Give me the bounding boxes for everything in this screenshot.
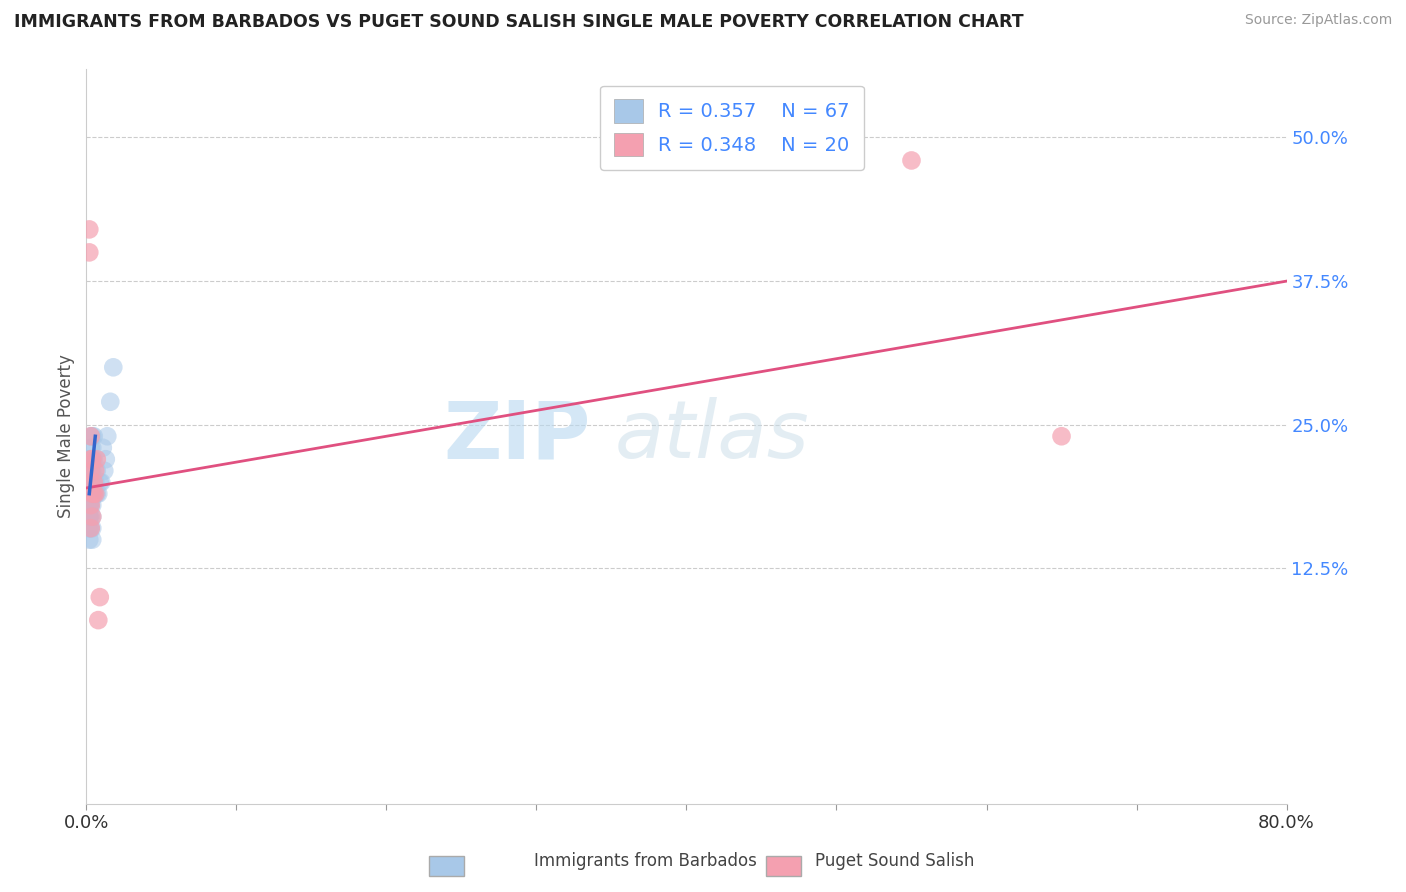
Point bbox=[80, 464, 103, 478]
Point bbox=[79, 486, 101, 500]
Point bbox=[80, 475, 103, 490]
Point bbox=[84, 475, 107, 490]
Point bbox=[90, 475, 112, 490]
Point bbox=[79, 509, 101, 524]
Point bbox=[80, 498, 103, 512]
Point bbox=[80, 475, 103, 490]
Point bbox=[80, 452, 103, 467]
Point bbox=[86, 452, 108, 467]
Point bbox=[1050, 429, 1073, 443]
Text: Immigrants from Barbados: Immigrants from Barbados bbox=[534, 852, 758, 870]
Point bbox=[84, 486, 107, 500]
Legend: R = 0.357    N = 67, R = 0.348    N = 20: R = 0.357 N = 67, R = 0.348 N = 20 bbox=[600, 86, 863, 170]
Point bbox=[83, 429, 105, 443]
Point bbox=[82, 475, 104, 490]
Point bbox=[79, 498, 101, 512]
Point bbox=[82, 486, 104, 500]
Point bbox=[82, 498, 104, 512]
Point bbox=[82, 441, 104, 455]
Point bbox=[80, 452, 103, 467]
Point bbox=[83, 475, 105, 490]
Point bbox=[79, 521, 101, 535]
Point bbox=[87, 486, 110, 500]
Point bbox=[79, 509, 101, 524]
Point bbox=[79, 521, 101, 535]
Point bbox=[94, 452, 117, 467]
Text: Source: ZipAtlas.com: Source: ZipAtlas.com bbox=[1244, 13, 1392, 28]
Point bbox=[79, 475, 101, 490]
Point bbox=[80, 498, 103, 512]
Point bbox=[87, 613, 110, 627]
Point bbox=[91, 441, 114, 455]
Point bbox=[79, 498, 101, 512]
Point bbox=[82, 452, 104, 467]
Point bbox=[79, 509, 101, 524]
Point bbox=[79, 452, 101, 467]
Point bbox=[79, 475, 101, 490]
Point bbox=[84, 464, 107, 478]
Point bbox=[79, 486, 101, 500]
Point bbox=[82, 452, 104, 467]
Point bbox=[82, 486, 104, 500]
Point bbox=[82, 464, 104, 478]
Point bbox=[82, 429, 104, 443]
Point bbox=[79, 464, 101, 478]
Point bbox=[80, 475, 103, 490]
Point bbox=[79, 475, 101, 490]
Point bbox=[80, 429, 103, 443]
Point bbox=[80, 521, 103, 535]
Point bbox=[89, 590, 111, 604]
Point bbox=[82, 452, 104, 467]
Point bbox=[79, 464, 101, 478]
Point bbox=[79, 533, 101, 547]
Point bbox=[80, 452, 103, 467]
Point bbox=[79, 498, 101, 512]
Point bbox=[89, 475, 111, 490]
Point bbox=[83, 486, 105, 500]
Point bbox=[79, 498, 101, 512]
Point bbox=[82, 486, 104, 500]
Point bbox=[83, 452, 105, 467]
Point bbox=[80, 521, 103, 535]
Point bbox=[82, 464, 104, 478]
Point bbox=[79, 509, 101, 524]
Point bbox=[80, 464, 103, 478]
Point bbox=[86, 464, 108, 478]
Text: atlas: atlas bbox=[614, 397, 810, 475]
Point bbox=[80, 486, 103, 500]
Text: IMMIGRANTS FROM BARBADOS VS PUGET SOUND SALISH SINGLE MALE POVERTY CORRELATION C: IMMIGRANTS FROM BARBADOS VS PUGET SOUND … bbox=[14, 13, 1024, 31]
Point bbox=[79, 486, 101, 500]
Point bbox=[79, 486, 101, 500]
Point bbox=[82, 509, 104, 524]
Point bbox=[80, 441, 103, 455]
Point bbox=[96, 429, 118, 443]
Point bbox=[82, 509, 104, 524]
Point bbox=[79, 245, 101, 260]
Point bbox=[79, 222, 101, 236]
Point bbox=[900, 153, 922, 168]
Point bbox=[98, 394, 121, 409]
Text: ZIP: ZIP bbox=[443, 397, 591, 475]
Point bbox=[79, 452, 101, 467]
Point bbox=[84, 486, 107, 500]
Y-axis label: Single Male Poverty: Single Male Poverty bbox=[58, 354, 75, 518]
Point bbox=[93, 464, 115, 478]
Point bbox=[82, 521, 104, 535]
Point bbox=[82, 475, 104, 490]
Point bbox=[83, 475, 105, 490]
Point bbox=[82, 533, 104, 547]
Point bbox=[80, 429, 103, 443]
Text: Puget Sound Salish: Puget Sound Salish bbox=[815, 852, 974, 870]
Point bbox=[79, 464, 101, 478]
Point bbox=[103, 360, 125, 375]
Point bbox=[86, 486, 108, 500]
Point bbox=[80, 509, 103, 524]
Point bbox=[79, 475, 101, 490]
Point bbox=[79, 498, 101, 512]
Point bbox=[83, 486, 105, 500]
